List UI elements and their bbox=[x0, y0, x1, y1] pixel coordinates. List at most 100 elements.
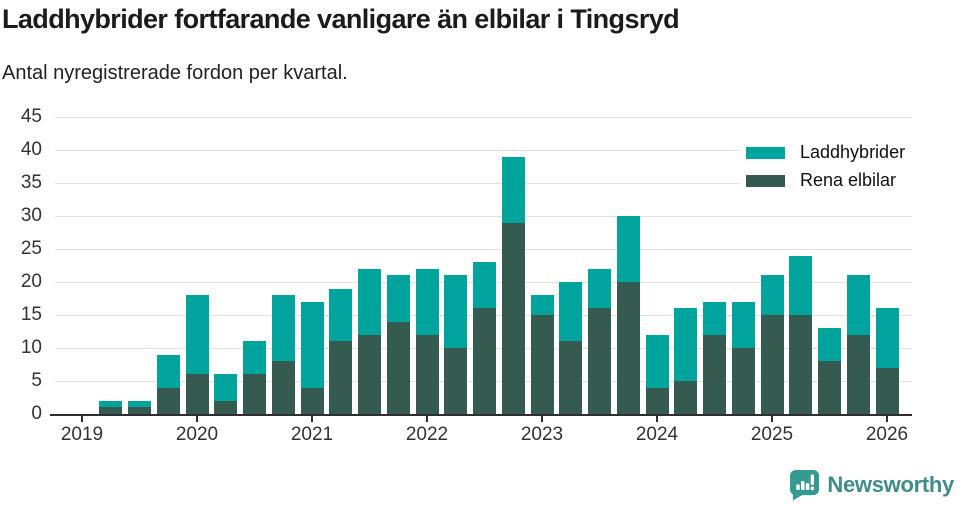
x-tick-2020 bbox=[196, 415, 198, 422]
gridline-y-35 bbox=[55, 182, 912, 184]
bar-rena-elbilar-2021-Q2 bbox=[329, 341, 353, 414]
x-tick-2023 bbox=[541, 415, 543, 422]
bar-rena-elbilar-2019-Q4 bbox=[156, 387, 180, 414]
bar-rena-elbilar-2024-Q1 bbox=[645, 387, 669, 414]
plot-area bbox=[50, 116, 912, 416]
y-tick-label: 45 bbox=[20, 106, 42, 127]
legend-label: Rena elbilar bbox=[800, 170, 897, 190]
x-tick-2022 bbox=[426, 415, 428, 422]
chart-title: Laddhybrider fortfarande vanligare än el… bbox=[2, 4, 680, 34]
y-tick-label: 5 bbox=[31, 370, 42, 391]
bar-rena-elbilar-2022-Q3 bbox=[473, 308, 496, 414]
bar-rena-elbilar-2022-Q4 bbox=[501, 222, 525, 414]
legend-item-rena-elbilar: Rena elbilar bbox=[746, 170, 905, 191]
bar-laddhybrider-2019-Q3 bbox=[128, 400, 151, 408]
bar-rena-elbilar-2026-Q1 bbox=[875, 367, 899, 414]
bar-laddhybrider-2024-Q3 bbox=[703, 301, 726, 335]
bar-rena-elbilar-2024-Q2 bbox=[674, 381, 698, 414]
bar-laddhybrider-2022-Q2 bbox=[444, 275, 468, 348]
bar-rena-elbilar-2022-Q2 bbox=[444, 348, 468, 414]
bar-laddhybrider-2019-Q4 bbox=[156, 354, 180, 388]
bar-rena-elbilar-2025-Q4 bbox=[846, 334, 870, 414]
x-tick-label-2026: 2026 bbox=[865, 424, 909, 445]
x-tick-label-2023: 2023 bbox=[520, 424, 564, 445]
newsworthy-logo-icon bbox=[790, 469, 820, 501]
bar-rena-elbilar-2023-Q3 bbox=[588, 308, 611, 414]
x-tick-label-2022: 2022 bbox=[405, 424, 449, 445]
bar-rena-elbilar-2023-Q1 bbox=[530, 315, 554, 414]
bar-laddhybrider-2025-Q1 bbox=[760, 275, 784, 315]
bar-rena-elbilar-2020-Q4 bbox=[271, 361, 295, 414]
bar-laddhybrider-2025-Q3 bbox=[818, 328, 841, 362]
bar-laddhybrider-2024-Q1 bbox=[645, 334, 669, 388]
bar-laddhybrider-2020-Q3 bbox=[243, 341, 266, 375]
x-tick-2025 bbox=[771, 415, 773, 422]
bar-rena-elbilar-2024-Q3 bbox=[703, 334, 726, 414]
bar-rena-elbilar-2024-Q4 bbox=[731, 348, 755, 414]
y-tick-label: 35 bbox=[20, 172, 42, 193]
bar-laddhybrider-2020-Q4 bbox=[271, 295, 295, 362]
bar-rena-elbilar-2020-Q1 bbox=[185, 374, 209, 414]
x-tick-label-2020: 2020 bbox=[175, 424, 219, 445]
y-tick-label: 15 bbox=[20, 304, 42, 325]
bar-laddhybrider-2022-Q3 bbox=[473, 262, 496, 309]
bar-laddhybrider-2023-Q3 bbox=[588, 268, 611, 309]
bar-laddhybrider-2025-Q2 bbox=[789, 255, 813, 315]
x-tick-label-2025: 2025 bbox=[750, 424, 794, 445]
bar-laddhybrider-2026-Q1 bbox=[875, 308, 899, 368]
bar-laddhybrider-2023-Q2 bbox=[559, 282, 583, 342]
y-tick-label: 0 bbox=[31, 403, 42, 424]
bar-rena-elbilar-2021-Q4 bbox=[386, 321, 410, 414]
gridline-y-30 bbox=[55, 215, 912, 217]
bar-rena-elbilar-2019-Q3 bbox=[128, 407, 151, 414]
bar-rena-elbilar-2019-Q2 bbox=[99, 407, 123, 414]
gridline-y-45 bbox=[55, 116, 912, 118]
y-tick-label: 30 bbox=[20, 205, 42, 226]
bar-laddhybrider-2025-Q4 bbox=[846, 275, 870, 335]
legend: Laddhybrider Rena elbilar bbox=[740, 138, 916, 200]
bar-rena-elbilar-2025-Q3 bbox=[818, 361, 841, 414]
bar-rena-elbilar-2025-Q2 bbox=[789, 315, 813, 414]
gridline-y-40 bbox=[55, 149, 912, 151]
x-tick-2024 bbox=[656, 415, 658, 422]
bar-rena-elbilar-2023-Q2 bbox=[559, 341, 583, 414]
x-tick-label-2021: 2021 bbox=[290, 424, 334, 445]
bar-rena-elbilar-2023-Q4 bbox=[616, 282, 640, 414]
newsworthy-wordmark: Newsworthy bbox=[827, 472, 954, 497]
brand-footer: Newsworthy bbox=[789, 469, 954, 501]
bar-rena-elbilar-2025-Q1 bbox=[760, 315, 784, 414]
bar-laddhybrider-2022-Q4 bbox=[501, 156, 525, 223]
y-tick-label: 10 bbox=[20, 337, 42, 358]
legend-swatch-laddhybrider bbox=[746, 146, 785, 159]
bar-rena-elbilar-2021-Q1 bbox=[300, 387, 324, 414]
bar-rena-elbilar-2020-Q3 bbox=[243, 374, 266, 414]
y-tick-label: 40 bbox=[20, 139, 42, 160]
y-tick-label: 25 bbox=[20, 238, 42, 259]
legend-item-laddhybrider: Laddhybrider bbox=[746, 142, 905, 163]
bar-laddhybrider-2021-Q1 bbox=[300, 301, 324, 388]
bar-laddhybrider-2021-Q4 bbox=[386, 275, 410, 322]
legend-label: Laddhybrider bbox=[800, 142, 906, 162]
bar-rena-elbilar-2022-Q1 bbox=[415, 334, 439, 414]
bar-laddhybrider-2021-Q3 bbox=[358, 268, 381, 335]
bar-laddhybrider-2020-Q1 bbox=[185, 295, 209, 375]
bar-laddhybrider-2020-Q2 bbox=[214, 374, 238, 401]
x-tick-2026 bbox=[886, 415, 888, 422]
x-tick-2019 bbox=[81, 415, 83, 422]
bar-rena-elbilar-2021-Q3 bbox=[358, 334, 381, 414]
bar-rena-elbilar-2020-Q2 bbox=[214, 400, 238, 414]
x-axis-line bbox=[50, 413, 912, 416]
bar-laddhybrider-2023-Q1 bbox=[530, 295, 554, 315]
legend-swatch-rena-elbilar bbox=[746, 174, 785, 187]
x-tick-label-2019: 2019 bbox=[60, 424, 104, 445]
x-tick-label-2024: 2024 bbox=[635, 424, 679, 445]
bar-laddhybrider-2023-Q4 bbox=[616, 216, 640, 282]
bar-laddhybrider-2024-Q2 bbox=[674, 308, 698, 381]
y-tick-label: 20 bbox=[20, 271, 42, 292]
bar-laddhybrider-2022-Q1 bbox=[415, 268, 439, 335]
bar-laddhybrider-2024-Q4 bbox=[731, 301, 755, 348]
gridline-y-25 bbox=[55, 248, 912, 250]
x-tick-2021 bbox=[311, 415, 313, 422]
bar-laddhybrider-2021-Q2 bbox=[329, 288, 353, 342]
